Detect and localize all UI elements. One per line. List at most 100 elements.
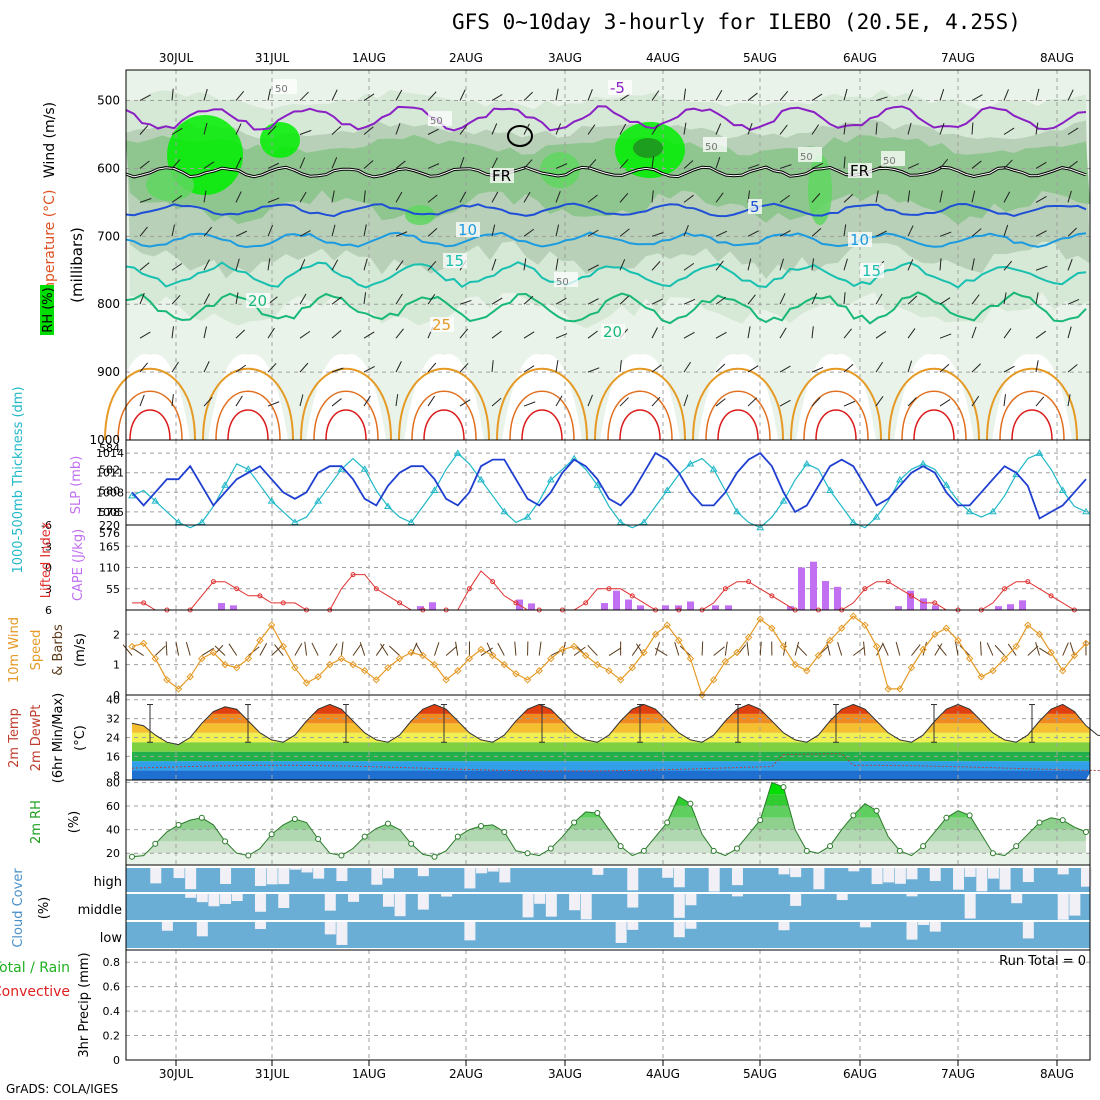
upper-ytick: 600 [97, 161, 120, 175]
wind-marker [791, 660, 799, 669]
wind-barb [331, 190, 335, 203]
wind-marker [640, 648, 648, 657]
ylabel-temp-4: (°C) [73, 725, 88, 751]
upper-ytick: 800 [97, 297, 120, 311]
footer-credit: GrADS: COLA/IGES [6, 1082, 119, 1096]
wind-barb [875, 331, 887, 339]
surface-wind-barb [165, 641, 168, 656]
temp-tick: 16 [106, 750, 120, 763]
wind-barb [235, 191, 242, 203]
date-label-top: 1AUG [352, 51, 386, 65]
wind-barb [811, 162, 824, 169]
thickness-tick: 584 [99, 442, 120, 455]
wind-barb [907, 122, 912, 135]
cloud-clear-segment [731, 894, 743, 897]
rh-tick: 80 [106, 776, 120, 789]
wind-marker [442, 676, 450, 684]
wind-marker [826, 636, 834, 645]
thickness-marker [360, 465, 369, 472]
wind-barb [491, 191, 499, 203]
cloud-clear-segment [871, 868, 883, 885]
wind-barb [555, 333, 568, 339]
thickness-marker [546, 475, 555, 483]
surface-wind-barb [410, 642, 418, 656]
rh-marker [268, 831, 275, 838]
li-marker [722, 586, 728, 592]
wind-barb [875, 396, 884, 407]
wind-tick: 0 [113, 689, 120, 702]
temp-contour-30 [607, 390, 673, 441]
wind-barb [491, 258, 497, 271]
wind-marker [965, 654, 974, 663]
wind-barb [619, 228, 630, 237]
wind-marker [395, 654, 404, 663]
wind-barb [1035, 88, 1040, 101]
ylabel-temp: Temperature (°C) [42, 190, 58, 312]
contour-label: 10 [850, 231, 869, 249]
wind-barb [651, 90, 660, 101]
wind-barb [779, 399, 791, 407]
thickness-tick: 582 [99, 463, 120, 476]
surface-wind-barb [340, 641, 344, 656]
cape-bar [687, 601, 694, 610]
surface-wind-barb [122, 644, 133, 656]
temp-contour-25 [594, 367, 686, 441]
thickness-marker [593, 481, 602, 488]
temp-contour-minus5 [125, 105, 1087, 132]
wind-marker [872, 642, 881, 651]
li-marker [466, 586, 472, 592]
wind-barb [907, 163, 920, 169]
thickness-tick: 578 [99, 506, 120, 519]
rh-marker [1083, 828, 1089, 835]
thickness-marker [314, 497, 323, 504]
wind-barb [203, 293, 211, 305]
wind-barb [779, 327, 787, 339]
wind-barb [139, 160, 150, 169]
surface-wind-barb [514, 641, 517, 656]
cloud-clear-segment [278, 868, 290, 885]
cloud-clear-segment [1057, 868, 1069, 875]
wind-barb [299, 259, 306, 271]
wind-marker [267, 621, 276, 629]
thickness-marker [965, 507, 974, 515]
wind-marker [977, 673, 986, 681]
contour-label-bg [490, 168, 514, 183]
thickness-marker [523, 513, 532, 520]
wind-barb [267, 258, 271, 271]
thickness-marker [1082, 507, 1090, 515]
wind-marker [1024, 621, 1032, 629]
wind-marker [535, 667, 543, 675]
rh-marker [245, 852, 252, 859]
wind-barb [939, 258, 942, 271]
wind-barb [587, 194, 598, 203]
rh-blob [146, 169, 194, 201]
cloud-clear-segment [161, 922, 173, 931]
wind-barb [139, 125, 149, 135]
rh-marker [664, 819, 671, 826]
contour-label-bg [430, 317, 454, 332]
wind-barb [395, 260, 404, 271]
wind-barb [971, 190, 976, 203]
wind-barb [843, 122, 847, 135]
thickness-marker [895, 475, 904, 483]
thickness-tick: 576 [99, 527, 120, 540]
wind-barb [1035, 330, 1047, 339]
cloud-clear-segment [685, 922, 697, 929]
wind-barb [235, 364, 247, 373]
surface-wind-barb [979, 641, 982, 656]
cloud-clear-segment [371, 868, 383, 885]
wind-barb [459, 362, 469, 373]
wind-marker [686, 654, 695, 663]
li-marker [280, 600, 286, 606]
contour-label-bg [703, 137, 727, 152]
surface-wind-barb [895, 641, 901, 656]
cloud-label-middle: middle [78, 903, 122, 918]
wind-barb [139, 362, 148, 373]
cloud-clear-segment [662, 868, 674, 878]
wind-barb [619, 360, 622, 373]
temp-contour-25 [692, 367, 784, 441]
wind-barb [427, 194, 438, 203]
wind-barb [651, 298, 664, 305]
wind-barb [971, 94, 983, 101]
wind-barb [267, 327, 275, 339]
